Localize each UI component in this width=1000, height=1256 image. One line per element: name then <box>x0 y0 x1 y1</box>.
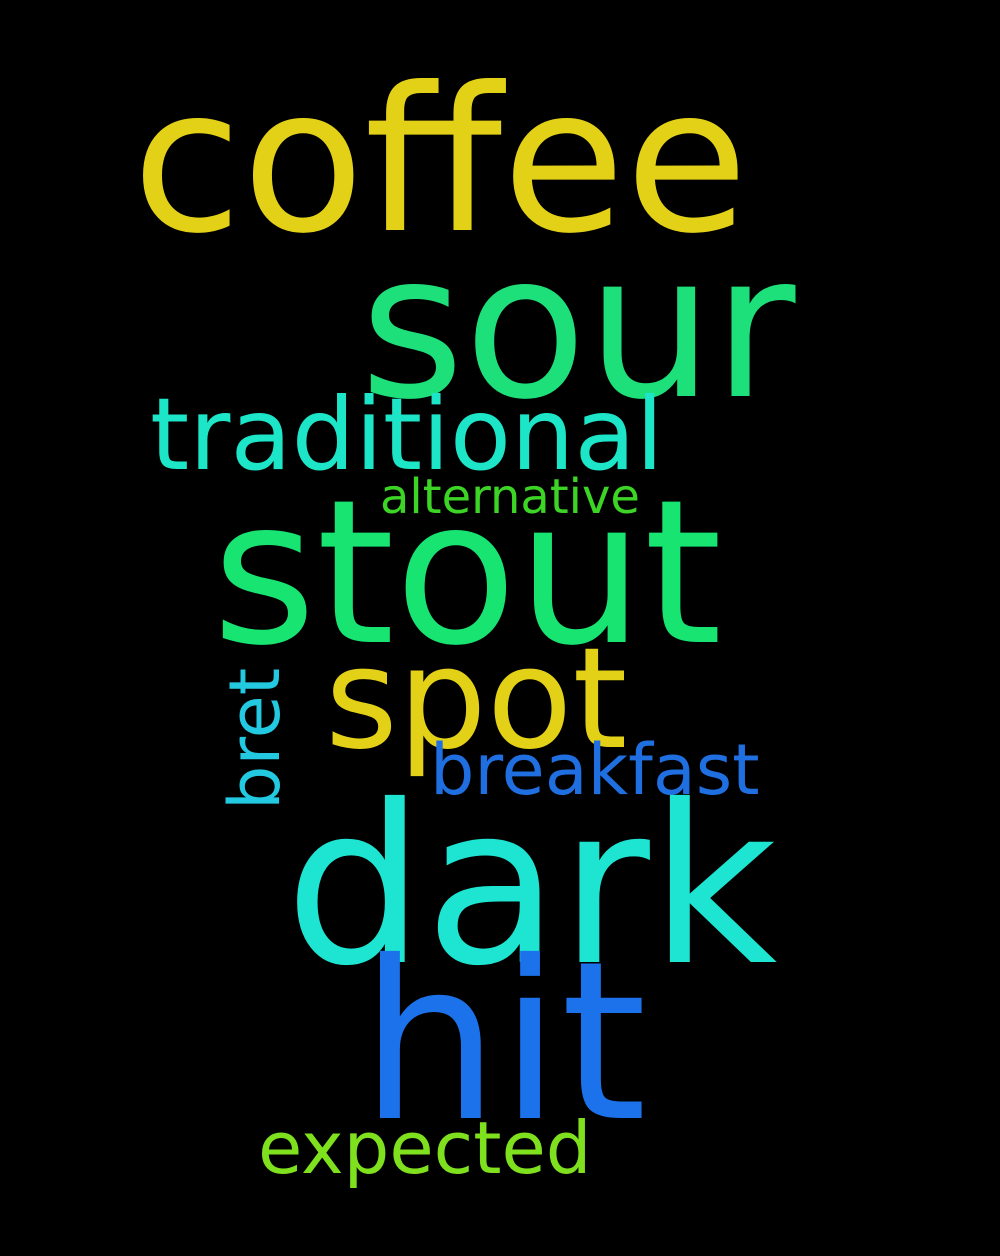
word-traditional: traditional <box>150 376 664 493</box>
word-dark: dark <box>285 758 778 1014</box>
word-hit: hit <box>360 914 647 1170</box>
word-expected: expected <box>258 1106 592 1190</box>
word-alternative: alternative <box>380 469 640 525</box>
word-stout: stout <box>212 457 723 690</box>
word-breakfast: breakfast <box>430 729 760 811</box>
word-sour: sour <box>360 211 796 444</box>
word-bret: bret <box>214 667 296 810</box>
word-coffee: coffee <box>132 45 749 278</box>
word-spot: spot <box>325 618 628 781</box>
